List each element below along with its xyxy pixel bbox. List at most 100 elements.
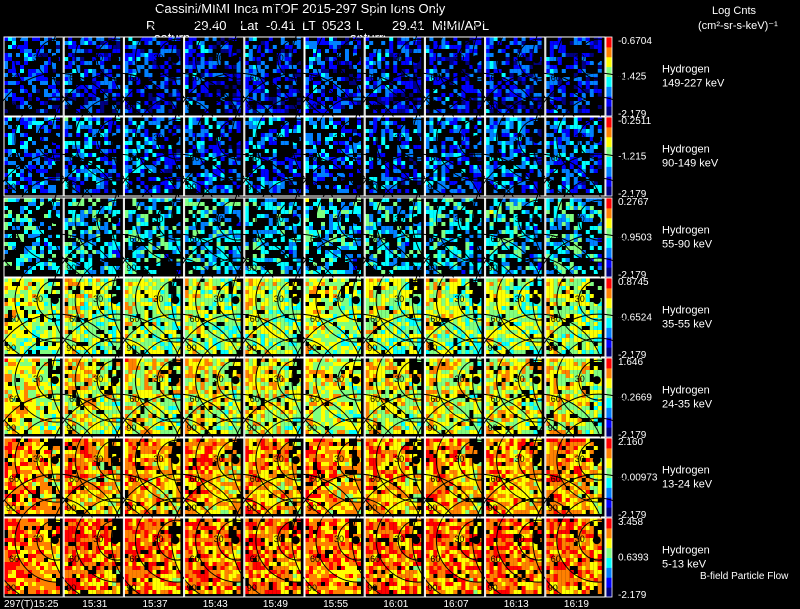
contour-label: 90	[66, 423, 76, 433]
colorbar-mid-label: -1.425	[618, 72, 647, 83]
contour-label: 60	[9, 153, 19, 163]
contour-label: 90	[66, 503, 76, 513]
contour-label: 60	[370, 394, 380, 404]
contour-label: 30	[33, 534, 43, 544]
contour-label: 90	[126, 583, 136, 593]
contour-label: 60	[491, 474, 501, 484]
contour-label: 30	[93, 534, 103, 544]
contour-label: 90	[307, 102, 317, 112]
contour-label: 90	[488, 102, 498, 112]
contour-label: 90	[66, 182, 76, 192]
contour-label: 30	[274, 454, 284, 464]
contour-label: 90	[427, 503, 437, 513]
contour-label: 30	[274, 214, 284, 224]
contour-label: 30	[214, 294, 224, 304]
contour-label: 30	[575, 294, 585, 304]
contour-label: 30	[153, 534, 163, 544]
contour-label: 60	[491, 234, 501, 244]
contour-label: 90	[367, 583, 377, 593]
row-species-label: Hydrogen	[662, 225, 710, 237]
skymap-panel: 30 60 90	[351, 153, 485, 287]
contour-label: 30	[575, 133, 585, 143]
contour-label: 30	[454, 214, 464, 224]
contour-label: 60	[370, 153, 380, 163]
row-energy-label: 55-90 keV	[662, 239, 713, 251]
skymap-panel: 30 60 90	[351, 0, 485, 126]
row-energy-label: 24-35 keV	[662, 399, 713, 411]
contour-label: 60	[250, 314, 260, 324]
contour-label: 30	[515, 294, 525, 304]
contour-label: 30	[153, 214, 163, 224]
skymap-panel: 30 60 90	[0, 313, 124, 447]
skymap-panel: 30 60 90	[532, 313, 666, 447]
contour-label: 60	[129, 73, 139, 83]
skymap-panel: 30 60 90	[110, 393, 244, 527]
colorbar-max-label: 2.160	[618, 437, 643, 448]
contour-label: 60	[491, 554, 501, 564]
skymap-panel: 30 60 90	[50, 473, 184, 607]
contour-label: 60	[370, 234, 380, 244]
colorbar-mid-label: 0.6393	[618, 553, 649, 564]
skymap-panel: 30 60 90	[411, 313, 545, 447]
row-species-label: Hydrogen	[662, 465, 710, 477]
row-energy-label: 13-24 keV	[662, 479, 713, 491]
contour-label: 30	[214, 133, 224, 143]
colorbar-max-label: 0.2767	[618, 197, 649, 208]
contour-label: 60	[129, 153, 139, 163]
contour-label: 60	[9, 234, 19, 244]
colorbar	[605, 197, 613, 278]
contour-label: 60	[9, 394, 19, 404]
contour-label: 60	[129, 394, 139, 404]
contour-label: 90	[367, 343, 377, 353]
contour-label: 60	[430, 474, 440, 484]
time-tick-label: 15:31	[82, 599, 107, 609]
colorbar-max-label: -0.2511	[618, 116, 652, 127]
contour-label: 60	[551, 73, 561, 83]
colorbar-max-label: -0.6704	[618, 36, 652, 47]
contour-label: 60	[551, 474, 561, 484]
row-energy-label: 35-55 keV	[662, 319, 713, 331]
contour-label: 30	[394, 534, 404, 544]
contour-label: 30	[33, 294, 43, 304]
contour-label: 90	[367, 263, 377, 273]
contour-label: 90	[307, 583, 317, 593]
contour-label: 90	[488, 263, 498, 273]
contour-label: 60	[310, 554, 320, 564]
contour-label: 90	[427, 423, 437, 433]
contour-label: 30	[515, 454, 525, 464]
contour-label: 90	[6, 423, 16, 433]
contour-label: 30	[93, 53, 103, 63]
contour-label: 60	[551, 153, 561, 163]
contour-label: 60	[310, 314, 320, 324]
row-species-label: Hydrogen	[662, 144, 710, 156]
contour-label: 30	[454, 133, 464, 143]
contour-label: 30	[274, 534, 284, 544]
skymap-panel: 30 60 90	[231, 313, 365, 447]
contour-label: 30	[394, 454, 404, 464]
contour-label: 90	[427, 102, 437, 112]
contour-label: 60	[491, 73, 501, 83]
contour-label: 30	[575, 534, 585, 544]
colorbar-min-label: -2.179	[618, 590, 647, 601]
contour-label: 90	[548, 343, 558, 353]
contour-label: 90	[307, 343, 317, 353]
contour-label: 30	[394, 294, 404, 304]
time-tick-label: 15:49	[263, 599, 288, 609]
contour-label: 90	[187, 102, 197, 112]
contour-label: 60	[430, 314, 440, 324]
contour-label: 60	[310, 73, 320, 83]
contour-label: 60	[430, 394, 440, 404]
contour-label: 90	[307, 503, 317, 513]
contour-label: 60	[551, 234, 561, 244]
contour-label: 60	[129, 314, 139, 324]
contour-label: 60	[69, 554, 79, 564]
contour-label: 90	[367, 423, 377, 433]
colorbar	[605, 517, 613, 598]
contour-label: 60	[190, 394, 200, 404]
colorbar-mid-label: -1.215	[618, 152, 647, 163]
skymap-panel: 30 60 90	[0, 153, 124, 287]
contour-label: 30	[394, 214, 404, 224]
row-energy-label: 90-149 keV	[662, 158, 719, 170]
contour-label: 60	[9, 314, 19, 324]
contour-label: 30	[515, 53, 525, 63]
